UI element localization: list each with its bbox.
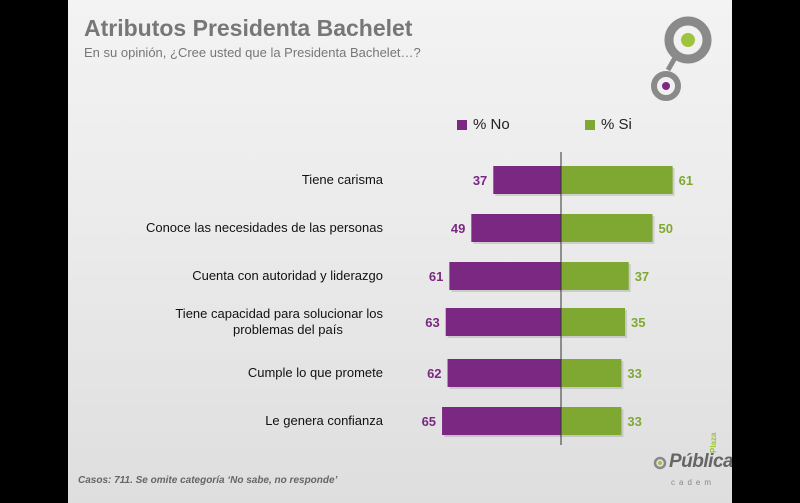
data-label-si: 61 bbox=[679, 173, 693, 188]
logo-purple-dot bbox=[662, 82, 670, 90]
bar-no bbox=[442, 407, 561, 435]
category-label: Cuenta con autoridad y liderazgo bbox=[192, 268, 383, 283]
category-label: Le genera confianza bbox=[265, 413, 384, 428]
data-label-no: 61 bbox=[429, 269, 443, 284]
category-label-line: problemas del país bbox=[233, 322, 343, 337]
data-label-si: 33 bbox=[627, 414, 641, 429]
data-label-no: 62 bbox=[427, 366, 441, 381]
logo-small-ring bbox=[651, 71, 681, 101]
legend-swatch-si bbox=[585, 119, 595, 130]
category-label: Tiene capacidad para solucionar los probl… bbox=[175, 306, 383, 337]
bar-si bbox=[561, 166, 673, 194]
chart-title: Atributos Presidenta Bachelet bbox=[84, 15, 413, 41]
bar-no bbox=[493, 166, 561, 194]
legend-label-no: % No bbox=[473, 116, 510, 133]
bar-no bbox=[471, 214, 561, 242]
legend-item-si: % Si bbox=[585, 116, 632, 133]
logo-green-dot bbox=[681, 33, 695, 47]
legend-swatch-no bbox=[457, 119, 467, 130]
brand-dot-icon bbox=[653, 456, 667, 470]
data-label-si: 37 bbox=[635, 269, 649, 284]
category-label: Conoce las necesidades de las personas bbox=[146, 220, 384, 235]
data-label-no: 65 bbox=[422, 414, 436, 429]
logo-circles-icon bbox=[651, 16, 712, 101]
category-label: Cumple lo que promete bbox=[248, 365, 383, 380]
logo-large-ring bbox=[664, 16, 712, 64]
brand-tagline: cadem bbox=[671, 478, 716, 487]
legend-label-si: % Si bbox=[601, 116, 632, 133]
bar-no bbox=[445, 308, 561, 336]
data-label-no: 63 bbox=[425, 315, 439, 330]
footnote: Casos: 711. Se omite categoría ‘No sabe,… bbox=[78, 475, 338, 486]
brand-name: Pública bbox=[669, 451, 732, 472]
bar-si bbox=[561, 407, 622, 435]
data-label-no: 49 bbox=[451, 221, 465, 236]
bar-no bbox=[449, 262, 561, 290]
bar-no bbox=[447, 359, 561, 387]
bar-si bbox=[561, 214, 653, 242]
data-label-si: 35 bbox=[631, 315, 645, 330]
brand-small-label: Plaza bbox=[709, 432, 718, 453]
logo-connector bbox=[665, 54, 679, 72]
bar-si bbox=[561, 359, 622, 387]
bar-si bbox=[561, 262, 629, 290]
data-label-no: 37 bbox=[473, 173, 487, 188]
bar-si bbox=[561, 308, 626, 336]
category-label-line: Tiene capacidad para solucionar los bbox=[175, 306, 383, 321]
brand-logo: Pública Plaza cadem bbox=[653, 433, 732, 493]
data-label-si: 33 bbox=[627, 366, 641, 381]
chart-subtitle: En su opinión, ¿Cree usted que la Presid… bbox=[84, 45, 421, 60]
diverging-bar-chart: 37 61 Tiene carisma 49 50 Conoce las necesida… bbox=[146, 152, 693, 445]
data-label-si: 50 bbox=[659, 221, 673, 236]
legend-item-no: % No bbox=[457, 116, 510, 133]
category-label: Tiene carisma bbox=[302, 172, 384, 187]
slide: Atributos Presidenta Bachelet En su opin… bbox=[68, 0, 732, 503]
